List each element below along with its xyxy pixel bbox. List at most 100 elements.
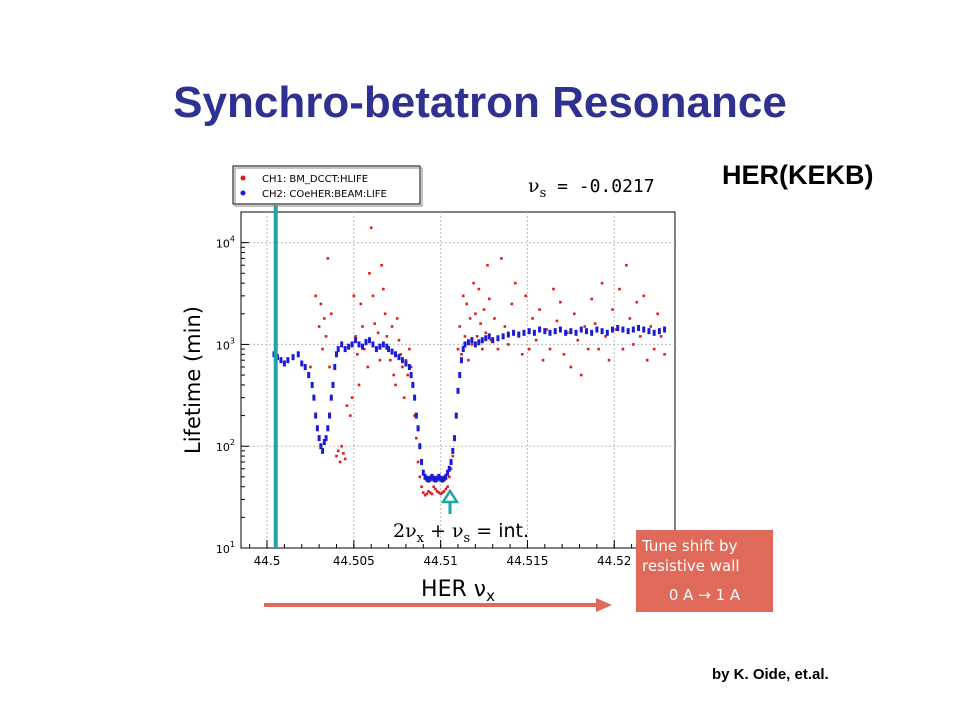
ch2-point bbox=[430, 473, 434, 480]
ch1-point bbox=[352, 294, 356, 298]
ch1-point bbox=[527, 347, 531, 351]
ch1-point bbox=[493, 317, 496, 320]
ch1-point bbox=[418, 475, 422, 479]
ch2-point bbox=[317, 435, 321, 442]
ch1-point bbox=[500, 257, 503, 260]
ch2-point bbox=[451, 447, 455, 454]
ch1-point bbox=[378, 358, 382, 362]
ch1-point bbox=[642, 294, 646, 298]
ch1-point bbox=[388, 358, 392, 362]
ch2-point bbox=[642, 326, 646, 333]
ch2-point bbox=[364, 339, 368, 346]
ch1-point bbox=[317, 325, 321, 328]
ch1-point bbox=[465, 302, 468, 306]
ch2-point bbox=[470, 337, 474, 344]
ch1-point bbox=[569, 365, 573, 369]
ch1-point bbox=[576, 338, 580, 342]
ch1-point bbox=[362, 347, 366, 351]
ch1-point bbox=[434, 487, 437, 491]
ch2-point bbox=[477, 339, 481, 346]
ch1-point bbox=[385, 335, 389, 338]
ch1-point bbox=[611, 308, 614, 311]
ch1-point bbox=[562, 352, 566, 356]
ch1-point bbox=[413, 414, 416, 417]
ch1-point bbox=[420, 485, 423, 489]
ch1-point bbox=[324, 335, 328, 338]
ch2-point bbox=[350, 341, 354, 348]
ch2-point bbox=[428, 475, 432, 482]
ch1-point bbox=[437, 491, 441, 494]
ch2-point bbox=[378, 343, 382, 350]
ch1-point bbox=[441, 491, 444, 494]
ch1-point bbox=[421, 491, 425, 494]
ch2-point bbox=[314, 412, 318, 419]
ch2-point bbox=[611, 326, 615, 333]
ch2-point bbox=[361, 343, 365, 350]
ch1-point bbox=[428, 491, 432, 494]
ch2-point bbox=[616, 325, 620, 332]
resonance-arrow-icon bbox=[440, 488, 460, 514]
tune-shift-callout: Tune shift by resistive wall 0 A → 1 A bbox=[636, 530, 773, 612]
ch2-point bbox=[621, 326, 625, 333]
ch1-point bbox=[401, 365, 404, 369]
legend-ch1-marker bbox=[240, 175, 246, 181]
ch2-point bbox=[423, 473, 427, 480]
ch1-point bbox=[415, 436, 418, 440]
ch1-point bbox=[368, 271, 371, 275]
y-tick-label: 102 bbox=[216, 438, 235, 454]
ch1-point bbox=[579, 373, 583, 377]
ch2-point bbox=[473, 341, 477, 348]
ch1-point bbox=[380, 263, 383, 267]
ch2-point bbox=[444, 473, 448, 480]
grid-lines bbox=[241, 212, 675, 548]
ch1-point bbox=[432, 485, 435, 489]
ch1-point bbox=[448, 475, 451, 479]
callout-range: 0 A → 1 A bbox=[668, 586, 741, 604]
series-2 bbox=[272, 325, 667, 483]
ch2-point bbox=[331, 381, 335, 388]
ch1-point bbox=[625, 263, 628, 267]
ch1-point bbox=[552, 287, 555, 291]
x-tick-label: 44.52 bbox=[597, 554, 631, 568]
ch1-point bbox=[395, 317, 399, 320]
ch2-point bbox=[291, 354, 295, 361]
ch1-point bbox=[394, 383, 397, 387]
axis-ticks: 101 102 103 104 44.5 44.505 44.51 44.515 44.52 bbox=[216, 211, 667, 568]
ch2-point bbox=[385, 343, 389, 350]
ch1-point bbox=[430, 492, 434, 496]
ch2-point bbox=[333, 364, 337, 371]
ch2-point bbox=[605, 329, 609, 336]
ch1-point bbox=[369, 226, 373, 230]
ch1-point bbox=[468, 317, 472, 320]
ch2-point bbox=[449, 458, 453, 465]
machine-label: HER(KEKB) bbox=[722, 160, 874, 190]
ch1-point bbox=[342, 452, 345, 455]
legend-ch2-label: CH2: COeHER:BEAM:LIFE bbox=[262, 189, 387, 200]
ch2-point bbox=[569, 328, 573, 335]
tune-shift-arrow-icon bbox=[264, 598, 612, 612]
ch1-point bbox=[566, 331, 569, 335]
ch1-point bbox=[632, 343, 635, 346]
ch1-point bbox=[531, 317, 534, 320]
ch2-point bbox=[506, 331, 510, 338]
ch1-point bbox=[538, 308, 541, 311]
ch1-point bbox=[399, 352, 403, 356]
ch1-point bbox=[487, 297, 491, 301]
ch1-point bbox=[586, 347, 590, 351]
ch2-point bbox=[442, 475, 446, 482]
ch2-point bbox=[433, 476, 437, 483]
ch1-point bbox=[390, 325, 394, 328]
ch1-point bbox=[340, 444, 343, 448]
ch2-point bbox=[409, 372, 413, 379]
ch1-point bbox=[371, 294, 375, 298]
ch1-point bbox=[510, 302, 514, 306]
ch2-point bbox=[663, 326, 667, 333]
ch2-point bbox=[439, 475, 443, 482]
ch2-point bbox=[538, 326, 542, 333]
ch2-point bbox=[328, 412, 332, 419]
ch1-point bbox=[328, 365, 331, 369]
ch1-point bbox=[359, 302, 363, 306]
ch2-point bbox=[501, 333, 505, 340]
ch1-point bbox=[659, 335, 663, 338]
ch2-point bbox=[326, 425, 330, 432]
